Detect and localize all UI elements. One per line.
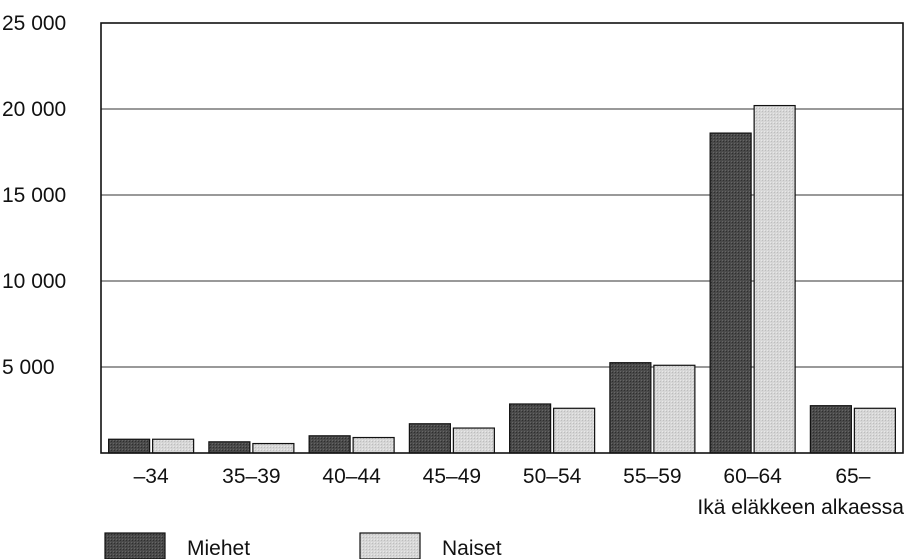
legend-swatch-miehet xyxy=(104,532,166,559)
y-tick-label-2: 15 000 xyxy=(2,184,66,207)
bar-miehet-7 xyxy=(809,405,852,454)
x-axis-label: Ikä eläkkeen alkaessa xyxy=(697,496,904,519)
y-tick-label-0: 5 000 xyxy=(2,356,55,379)
bar-naiset-3 xyxy=(452,427,495,454)
bar-miehet-1 xyxy=(208,441,251,454)
legend-swatch-naiset xyxy=(359,532,421,559)
bar-miehet-2 xyxy=(308,435,351,454)
legend-label-naiset: Naiset xyxy=(442,537,502,559)
bar-miehet-6 xyxy=(709,132,752,454)
y-tick-label-4: 25 000 xyxy=(2,12,66,35)
bar-miehet-5 xyxy=(609,362,652,454)
bar-naiset-2 xyxy=(352,436,395,454)
x-tick-label-4: 50–54 xyxy=(523,465,582,488)
bar-naiset-4 xyxy=(553,407,596,454)
x-tick-label-0: –34 xyxy=(134,465,169,488)
bar-miehet-0 xyxy=(108,438,151,454)
plot-frame xyxy=(100,22,904,454)
bars xyxy=(108,104,896,454)
x-tick-label-1: 35–39 xyxy=(222,465,280,488)
x-tick-label-7: 65– xyxy=(835,465,870,488)
y-tick-label-1: 10 000 xyxy=(2,270,66,293)
x-tick-label-6: 60–64 xyxy=(723,465,782,488)
bar-miehet-3 xyxy=(408,423,451,454)
x-axis-tick-labels: –34 35–39 40–44 45–49 50–54 55–59 60–64 65– xyxy=(134,465,871,488)
bar-naiset-1 xyxy=(252,442,295,454)
y-axis-tick-labels: 5 000 10 000 15 000 20 000 25 000 xyxy=(2,12,66,379)
legend-item-miehet: Miehet xyxy=(104,532,250,559)
x-tick-label-3: 45–49 xyxy=(423,465,481,488)
bar-miehet-4 xyxy=(509,403,552,454)
legend-item-naiset: Naiset xyxy=(359,532,502,559)
bar-naiset-6 xyxy=(753,104,796,454)
x-tick-label-5: 55–59 xyxy=(623,465,681,488)
legend-label-miehet: Miehet xyxy=(187,537,250,559)
y-tick-label-3: 20 000 xyxy=(2,98,66,121)
x-tick-label-2: 40–44 xyxy=(322,465,381,488)
bar-naiset-7 xyxy=(853,407,896,454)
legend: Miehet Naiset xyxy=(104,532,502,559)
bar-naiset-0 xyxy=(152,438,195,454)
bar-naiset-5 xyxy=(653,364,696,454)
